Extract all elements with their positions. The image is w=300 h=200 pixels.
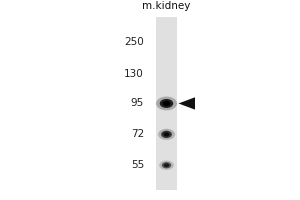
Text: m.kidney: m.kidney: [142, 1, 191, 11]
Ellipse shape: [156, 97, 177, 110]
Polygon shape: [178, 97, 195, 110]
Text: 72: 72: [131, 129, 144, 139]
Ellipse shape: [162, 162, 171, 168]
Bar: [156, 17, 177, 190]
Ellipse shape: [161, 131, 172, 138]
Text: 130: 130: [124, 69, 144, 79]
Ellipse shape: [159, 160, 174, 170]
Ellipse shape: [164, 163, 169, 167]
Text: 55: 55: [131, 160, 144, 170]
Ellipse shape: [158, 129, 175, 140]
Ellipse shape: [160, 99, 173, 108]
Ellipse shape: [163, 101, 170, 106]
Text: 250: 250: [124, 37, 144, 47]
Ellipse shape: [164, 132, 169, 137]
Text: 95: 95: [131, 98, 144, 108]
